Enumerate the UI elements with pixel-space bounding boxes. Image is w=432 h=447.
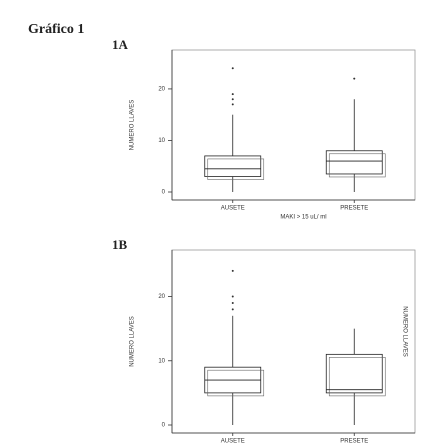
y-tick-label: 10: [158, 358, 165, 364]
y-axis-label: NUMERO LLAVES: [130, 100, 136, 151]
side-label: NUMERO LLAVES: [401, 306, 407, 357]
box-shadow: [328, 357, 386, 397]
outlier: [231, 98, 234, 101]
outlier: [231, 103, 234, 106]
y-tick-label: 0: [162, 190, 166, 196]
plot-frame: [171, 49, 416, 201]
x-tick-label: AUSETE: [221, 206, 245, 212]
x-tick-label: AUSETE: [221, 439, 245, 445]
y-tick-label: 20: [158, 87, 165, 93]
box: [325, 150, 383, 175]
outlier: [231, 301, 234, 304]
outlier: [231, 308, 234, 311]
box: [204, 155, 262, 177]
box-shadow: [207, 369, 265, 397]
y-tick-label: 20: [158, 294, 165, 300]
y-axis-label: NUMERO LLAVES: [130, 316, 136, 367]
y-tick-label: 10: [158, 138, 165, 144]
plot-frame: [171, 249, 416, 434]
y-tick-label: 0: [162, 423, 166, 429]
outlier: [231, 93, 234, 96]
outlier: [353, 77, 356, 80]
outlier: [231, 67, 234, 70]
box: [325, 353, 383, 394]
panel-label: 1A: [112, 37, 129, 52]
outlier: [231, 295, 234, 298]
outlier: [231, 269, 234, 272]
panel-label: 1B: [112, 237, 128, 252]
x-tick-label: PRESETE: [340, 439, 368, 445]
x-tick-label: PRESETE: [340, 206, 368, 212]
box-shadow: [207, 158, 265, 180]
box-shadow: [328, 153, 386, 178]
x-axis-label: MAKI > 15 uL/ ml: [280, 215, 326, 221]
figure-title: Gráfico 1: [28, 22, 84, 37]
